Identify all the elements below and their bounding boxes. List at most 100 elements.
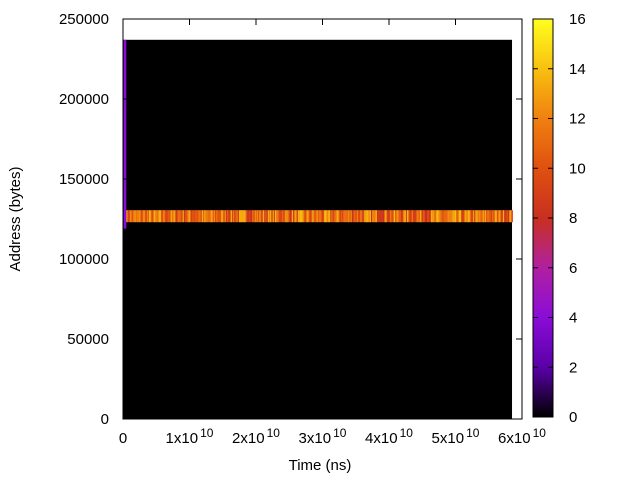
band-stripe	[501, 210, 504, 223]
band-stripe	[404, 210, 407, 223]
band-hot	[124, 210, 513, 223]
band-stripe	[276, 210, 278, 223]
band-stripe	[403, 210, 405, 223]
band-stripe	[366, 210, 368, 223]
band-stripe	[234, 210, 236, 223]
band-stripe	[314, 210, 317, 223]
band-stripe	[312, 210, 314, 223]
band-stripe	[270, 210, 272, 223]
band-stripe	[398, 210, 401, 223]
band-stripe	[367, 210, 369, 223]
band-stripe	[385, 210, 387, 223]
band-stripe	[363, 210, 366, 223]
band-stripe	[469, 210, 471, 223]
band-stripe	[394, 210, 397, 223]
band-stripe	[489, 210, 492, 223]
band-stripe	[128, 210, 131, 223]
x-tick-label: 2x10 10	[232, 426, 280, 447]
band-spike	[123, 39, 127, 229]
band-stripe	[292, 210, 295, 223]
band-stripe	[170, 210, 173, 223]
y-tick-label: 0	[101, 411, 109, 428]
band-stripe	[310, 210, 313, 223]
band-stripe	[432, 210, 434, 223]
band-stripe	[223, 210, 225, 223]
band-stripe	[451, 210, 453, 223]
band-stripe	[153, 210, 156, 223]
band-stripe	[163, 210, 165, 223]
band-stripe	[316, 210, 319, 223]
band-stripe	[196, 210, 199, 223]
band-stripe	[200, 210, 203, 223]
band-stripe	[334, 210, 337, 223]
band-stripe	[331, 210, 333, 223]
band-stripe	[313, 210, 315, 223]
band-stripe	[444, 210, 446, 223]
band-stripe	[165, 210, 168, 223]
band-stripe	[399, 210, 402, 223]
band-stripe	[160, 210, 163, 223]
y-tick-label: 250000	[59, 11, 109, 28]
band-stripe	[374, 210, 377, 223]
band-stripe	[343, 210, 345, 223]
band-stripe	[181, 210, 183, 223]
x-tick-label: 3x10 10	[299, 426, 347, 447]
band-stripe	[355, 210, 357, 223]
band-stripe	[180, 210, 182, 223]
band-stripe	[151, 210, 153, 223]
band-stripe	[428, 210, 431, 223]
y-axis-label: Address (bytes)	[7, 166, 24, 271]
band-stripe	[194, 210, 197, 223]
data-region	[123, 39, 513, 420]
band-stripe	[446, 210, 449, 223]
colorbar-tick-label: 14	[569, 61, 586, 78]
colorbar-tick-label: 10	[569, 160, 586, 177]
band-stripe	[454, 210, 457, 223]
band-stripe	[150, 210, 152, 223]
band-stripe	[391, 210, 393, 223]
band-stripe	[306, 210, 308, 223]
band-stripe	[272, 210, 275, 223]
band-stripe	[356, 210, 359, 223]
band-stripe	[409, 210, 411, 223]
band-stripe	[204, 210, 206, 223]
band-stripe	[188, 210, 191, 223]
band-stripe	[426, 210, 428, 223]
band-stripe	[427, 210, 429, 223]
band-stripe	[345, 210, 348, 223]
band-stripe	[417, 210, 420, 223]
band-stripe	[492, 210, 494, 223]
band-stripe	[133, 210, 135, 223]
band-stripe	[258, 210, 260, 223]
band-stripe	[495, 210, 498, 223]
band-stripe	[244, 210, 247, 223]
band-stripe	[496, 210, 499, 223]
band-stripe	[348, 210, 350, 223]
band-stripe	[364, 210, 367, 223]
band-stripe	[157, 210, 159, 223]
band-stripe	[308, 210, 311, 223]
band-stripe	[309, 210, 312, 223]
band-stripe	[261, 210, 264, 223]
band-stripe	[463, 210, 465, 223]
band-stripe	[464, 210, 467, 223]
band-stripe	[411, 210, 414, 223]
band-stripe	[186, 210, 188, 223]
x-tick-label: 0	[119, 430, 127, 447]
band-stripe	[126, 210, 128, 223]
band-stripe	[206, 210, 209, 223]
band-stripe	[330, 210, 332, 223]
band-stripe	[175, 210, 177, 223]
band-stripe	[393, 210, 396, 223]
band-stripe	[195, 210, 198, 223]
band-stripe	[236, 210, 239, 223]
band-stripe	[240, 210, 242, 223]
band-stripe	[441, 210, 444, 223]
band-stripe	[423, 210, 426, 223]
band-stripe	[368, 210, 371, 223]
band-stripe	[235, 210, 237, 223]
band-stripe	[448, 210, 451, 223]
band-stripe	[198, 210, 200, 223]
colorbar-tick-label: 4	[569, 310, 577, 327]
band-stripe	[232, 210, 235, 223]
